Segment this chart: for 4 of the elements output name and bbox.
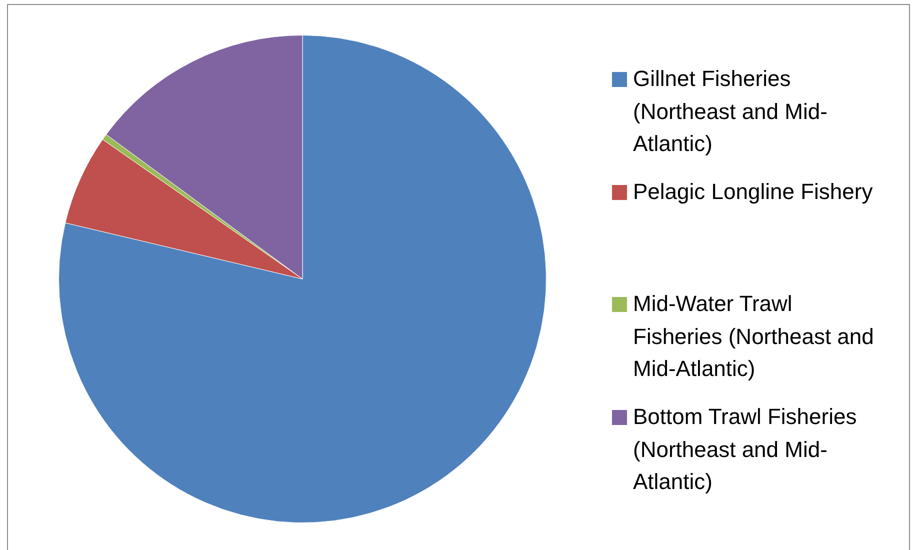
legend-label: Pelagic Longline Fishery — [633, 178, 874, 206]
legend-label: Gillnet Fisheries (Northeast and Mid-Atlantic) — [633, 65, 828, 158]
legend-label: Bottom Trawl Fisheries (Northeast and Mid-Atlantic) — [633, 403, 858, 496]
legend-label: Mid-Water Trawl Fisheries (Northeast and Mid-Atlantic) — [633, 290, 875, 384]
